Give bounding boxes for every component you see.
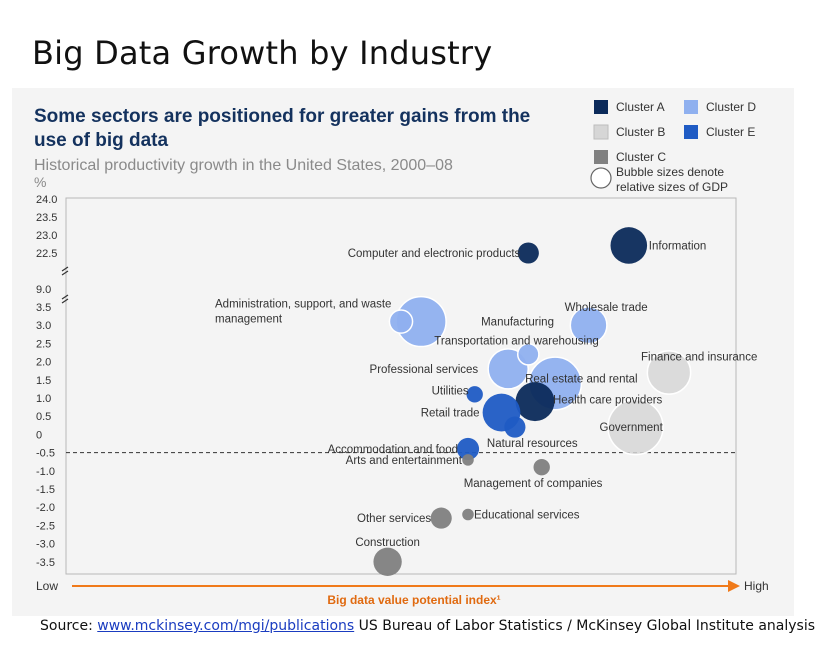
point-label: Accommodation and food — [328, 444, 458, 456]
chart-subtitle: Historical productivity growth in the Un… — [34, 157, 453, 174]
point-label: Educational services — [474, 509, 580, 521]
bubbles — [373, 227, 692, 576]
bubble-other-services — [430, 507, 452, 529]
chart-title-line-2: use of big data — [34, 130, 169, 151]
y-tick-label: 3.5 — [36, 302, 51, 314]
y-tick-label: 3.0 — [36, 320, 51, 332]
bubble-administration-support-and-waste-management — [388, 309, 414, 334]
legend-note: Bubble sizes denote — [616, 165, 724, 179]
point-label: Other services — [357, 513, 431, 525]
axis-break-mark — [61, 294, 69, 304]
y-tick-label: -0.5 — [36, 448, 55, 460]
y-axis-break — [61, 266, 69, 304]
bubble-government — [607, 398, 664, 456]
point-label: Manufacturing — [481, 317, 554, 329]
x-axis-low-label: Low — [36, 579, 58, 593]
bubble-construction — [373, 547, 402, 576]
point-label: Natural resources — [487, 438, 578, 450]
legend-swatch — [594, 100, 608, 114]
y-tick-label: -3.0 — [36, 539, 55, 551]
y-tick-label: 0 — [36, 429, 42, 441]
legend-note: relative sizes of GDP — [616, 180, 728, 194]
slide-title: Big Data Growth by Industry — [32, 34, 493, 72]
point-label: Professional services — [370, 364, 479, 376]
legend-swatch — [684, 100, 698, 114]
y-tick-label: 23.0 — [36, 230, 57, 242]
x-axis-arrow-head — [728, 580, 740, 592]
point-label: Information — [649, 240, 707, 252]
legend-label: Cluster C — [616, 150, 666, 164]
point-label: Wholesale trade — [565, 302, 648, 314]
bubble-management-of-companies — [533, 458, 550, 476]
y-tick-label: 1.5 — [36, 375, 51, 387]
point-label: Computer and electronic products — [348, 248, 521, 260]
y-tick-label: 2.0 — [36, 357, 51, 369]
y-tick-label: -2.0 — [36, 502, 55, 514]
bubble-arts-and-entertainment — [462, 454, 474, 466]
y-tick-label: 2.5 — [36, 338, 51, 350]
point-label: Utilities — [432, 385, 469, 397]
y-tick-label: -2.5 — [36, 520, 55, 532]
axis-break-mark — [61, 266, 69, 276]
y-tick-label: 1.0 — [36, 393, 51, 405]
point-label: Health care providers — [553, 395, 663, 407]
bubble-computer-and-electronic-products — [517, 242, 539, 264]
bubble-utilities — [466, 386, 483, 403]
legend-label: Cluster D — [706, 100, 756, 114]
point-labels: Computer and electronic products Informat… — [215, 240, 757, 548]
y-axis-unit: % — [34, 174, 46, 190]
y-tick-label: 9.0 — [36, 284, 51, 296]
chart-title-line-1: Some sectors are positioned for greater … — [34, 106, 530, 127]
y-tick-label: -1.5 — [36, 484, 55, 496]
source-link[interactable]: www.mckinsey.com/mgi/publications — [97, 618, 355, 634]
legend-swatch — [593, 124, 609, 140]
point-label: Retail trade — [421, 408, 480, 420]
point-label: Construction — [355, 537, 420, 549]
bubble-accommodation-and-food — [456, 437, 480, 461]
legend-bubble-size-icon — [590, 167, 612, 189]
legend-swatch — [594, 150, 608, 164]
x-axis-title: Big data value potential index¹ — [327, 593, 500, 607]
y-tick-label: 0.5 — [36, 411, 51, 423]
chart-panel: Some sectors are positioned for greater … — [12, 88, 794, 616]
y-tick-label: 24.0 — [36, 194, 57, 206]
point-label: Government — [600, 422, 664, 434]
bubble-chart: Some sectors are positioned for greater … — [34, 100, 769, 607]
legend: Cluster A Cluster B Cluster C Cluster D Clus… — [590, 100, 756, 194]
x-axis-high-label: High — [744, 579, 769, 593]
point-label: Real estate and rental — [525, 373, 638, 385]
bubble-wholesale-trade — [569, 306, 608, 345]
point-label: Transportation and warehousing — [434, 335, 599, 347]
point-label: Arts and entertainment — [346, 455, 463, 467]
point-label: Management of companies — [464, 478, 603, 490]
bubble-educational-services — [462, 508, 474, 521]
point-label: Finance and insurance — [641, 352, 757, 364]
legend-label: Cluster B — [616, 125, 665, 139]
bubble-natural-resources — [504, 416, 526, 438]
legend-label: Cluster A — [616, 100, 665, 114]
y-ticks: 24.0 23.5 23.0 22.5 9.0 3.5 3.0 2.5 2.0 1.5 1.0 0.5… — [36, 194, 57, 569]
point-label: Administration, support, and waste manage… — [215, 299, 391, 326]
y-tick-label: -1.0 — [36, 466, 55, 478]
y-tick-label: -3.5 — [36, 557, 55, 569]
legend-label: Cluster E — [706, 125, 755, 139]
source-suffix: US Bureau of Labor Statistics / McKinsey… — [354, 618, 816, 634]
source-line: Source: www.mckinsey.com/mgi/publication… — [40, 618, 815, 634]
y-tick-label: 23.5 — [36, 212, 57, 224]
bubble-information — [610, 227, 648, 264]
legend-swatch — [684, 125, 698, 139]
bubble-finance-and-insurance — [646, 350, 692, 395]
bubble-health-care-providers — [515, 382, 555, 422]
y-tick-label: 22.5 — [36, 248, 57, 260]
bubble-transportation-and-warehousing — [516, 343, 540, 366]
plot-frame — [65, 197, 737, 575]
source-prefix: Source: — [40, 618, 98, 634]
